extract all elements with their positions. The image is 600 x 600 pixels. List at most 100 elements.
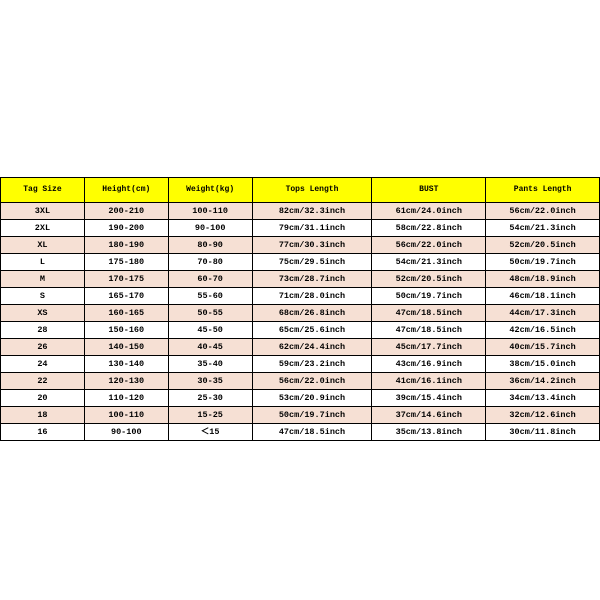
col-header-pants-length: Pants Length (486, 178, 600, 203)
table-cell: 60-70 (168, 271, 252, 288)
table-cell: 50cm/19.7inch (252, 407, 372, 424)
table-row: 1690-100＜1547cm/18.5inch35cm/13.8inch30c… (1, 424, 600, 441)
table-cell: 82cm/32.3inch (252, 203, 372, 220)
table-cell: 39cm/15.4inch (372, 390, 486, 407)
table-row: 18100-11015-2550cm/19.7inch37cm/14.6inch… (1, 407, 600, 424)
table-row: S165-17055-6071cm/28.0inch50cm/19.7inch4… (1, 288, 600, 305)
table-cell: 52cm/20.5inch (372, 271, 486, 288)
table-cell: 70-80 (168, 254, 252, 271)
table-cell: 34cm/13.4inch (486, 390, 600, 407)
table-cell: 80-90 (168, 237, 252, 254)
table-cell: 50cm/19.7inch (486, 254, 600, 271)
table-row: 24130-14035-4059cm/23.2inch43cm/16.9inch… (1, 356, 600, 373)
table-cell: 53cm/20.9inch (252, 390, 372, 407)
table-row: 22120-13030-3556cm/22.0inch41cm/16.1inch… (1, 373, 600, 390)
table-cell: 25-30 (168, 390, 252, 407)
table-cell: 50cm/19.7inch (372, 288, 486, 305)
table-cell: 79cm/31.1inch (252, 220, 372, 237)
canvas: Tag Size Height(cm) Weight(kg) Tops Leng… (0, 0, 600, 600)
table-cell: 50-55 (168, 305, 252, 322)
table-cell: 56cm/22.0inch (252, 373, 372, 390)
table-cell: 200-210 (84, 203, 168, 220)
table-cell: 52cm/20.5inch (486, 237, 600, 254)
col-header-height: Height(cm) (84, 178, 168, 203)
size-chart-body: 3XL200-210100-11082cm/32.3inch61cm/24.0i… (1, 203, 600, 441)
table-cell: 54cm/21.3inch (372, 254, 486, 271)
table-cell: 165-170 (84, 288, 168, 305)
table-cell: 36cm/14.2inch (486, 373, 600, 390)
table-cell: 175-180 (84, 254, 168, 271)
col-header-tag-size: Tag Size (1, 178, 85, 203)
table-cell: 130-140 (84, 356, 168, 373)
table-cell: 140-150 (84, 339, 168, 356)
table-cell: 32cm/12.6inch (486, 407, 600, 424)
table-cell: 41cm/16.1inch (372, 373, 486, 390)
table-cell: 180-190 (84, 237, 168, 254)
table-cell: 3XL (1, 203, 85, 220)
table-cell: L (1, 254, 85, 271)
table-cell: 40-45 (168, 339, 252, 356)
table-cell: 24 (1, 356, 85, 373)
table-cell: 90-100 (84, 424, 168, 441)
table-cell: 43cm/16.9inch (372, 356, 486, 373)
table-cell: 47cm/18.5inch (372, 305, 486, 322)
table-row: XL180-19080-9077cm/30.3inch56cm/22.0inch… (1, 237, 600, 254)
table-cell: S (1, 288, 85, 305)
table-cell: XS (1, 305, 85, 322)
table-cell: 56cm/22.0inch (372, 237, 486, 254)
table-cell: 77cm/30.3inch (252, 237, 372, 254)
table-cell: 44cm/17.3inch (486, 305, 600, 322)
table-row: 2XL190-20090-10079cm/31.1inch58cm/22.8in… (1, 220, 600, 237)
table-cell: 35-40 (168, 356, 252, 373)
size-chart-table: Tag Size Height(cm) Weight(kg) Tops Leng… (0, 177, 600, 441)
table-cell: 22 (1, 373, 85, 390)
table-cell: 170-175 (84, 271, 168, 288)
table-cell: 15-25 (168, 407, 252, 424)
table-row: 28150-16045-5065cm/25.6inch47cm/18.5inch… (1, 322, 600, 339)
table-cell: 120-130 (84, 373, 168, 390)
table-cell: 150-160 (84, 322, 168, 339)
table-cell: 37cm/14.6inch (372, 407, 486, 424)
table-cell: 47cm/18.5inch (252, 424, 372, 441)
table-row: M170-17560-7073cm/28.7inch52cm/20.5inch4… (1, 271, 600, 288)
table-cell: 45-50 (168, 322, 252, 339)
table-cell: 45cm/17.7inch (372, 339, 486, 356)
table-cell: 42cm/16.5inch (486, 322, 600, 339)
col-header-bust: BUST (372, 178, 486, 203)
table-cell: 35cm/13.8inch (372, 424, 486, 441)
table-cell: 28 (1, 322, 85, 339)
col-header-tops-length: Tops Length (252, 178, 372, 203)
table-cell: 73cm/28.7inch (252, 271, 372, 288)
table-cell: 2XL (1, 220, 85, 237)
header-row: Tag Size Height(cm) Weight(kg) Tops Leng… (1, 178, 600, 203)
table-cell: 75cm/29.5inch (252, 254, 372, 271)
col-header-weight: Weight(kg) (168, 178, 252, 203)
table-cell: 100-110 (168, 203, 252, 220)
table-cell: XL (1, 237, 85, 254)
table-cell: 54cm/21.3inch (486, 220, 600, 237)
table-cell: 55-60 (168, 288, 252, 305)
table-cell: 90-100 (168, 220, 252, 237)
table-cell: 100-110 (84, 407, 168, 424)
table-cell: 160-165 (84, 305, 168, 322)
table-row: L175-18070-8075cm/29.5inch54cm/21.3inch5… (1, 254, 600, 271)
table-cell: ＜15 (168, 424, 252, 441)
table-row: 3XL200-210100-11082cm/32.3inch61cm/24.0i… (1, 203, 600, 220)
table-cell: 61cm/24.0inch (372, 203, 486, 220)
table-cell: 48cm/18.9inch (486, 271, 600, 288)
table-cell: 58cm/22.8inch (372, 220, 486, 237)
table-cell: 16 (1, 424, 85, 441)
table-cell: 190-200 (84, 220, 168, 237)
table-row: 20110-12025-3053cm/20.9inch39cm/15.4inch… (1, 390, 600, 407)
table-row: XS160-16550-5568cm/26.8inch47cm/18.5inch… (1, 305, 600, 322)
size-chart-container: Tag Size Height(cm) Weight(kg) Tops Leng… (0, 177, 600, 441)
table-cell: 20 (1, 390, 85, 407)
table-cell: 47cm/18.5inch (372, 322, 486, 339)
table-cell: 40cm/15.7inch (486, 339, 600, 356)
table-cell: 59cm/23.2inch (252, 356, 372, 373)
table-cell: 68cm/26.8inch (252, 305, 372, 322)
table-cell: 110-120 (84, 390, 168, 407)
table-cell: 18 (1, 407, 85, 424)
table-cell: 26 (1, 339, 85, 356)
table-cell: 46cm/18.1inch (486, 288, 600, 305)
